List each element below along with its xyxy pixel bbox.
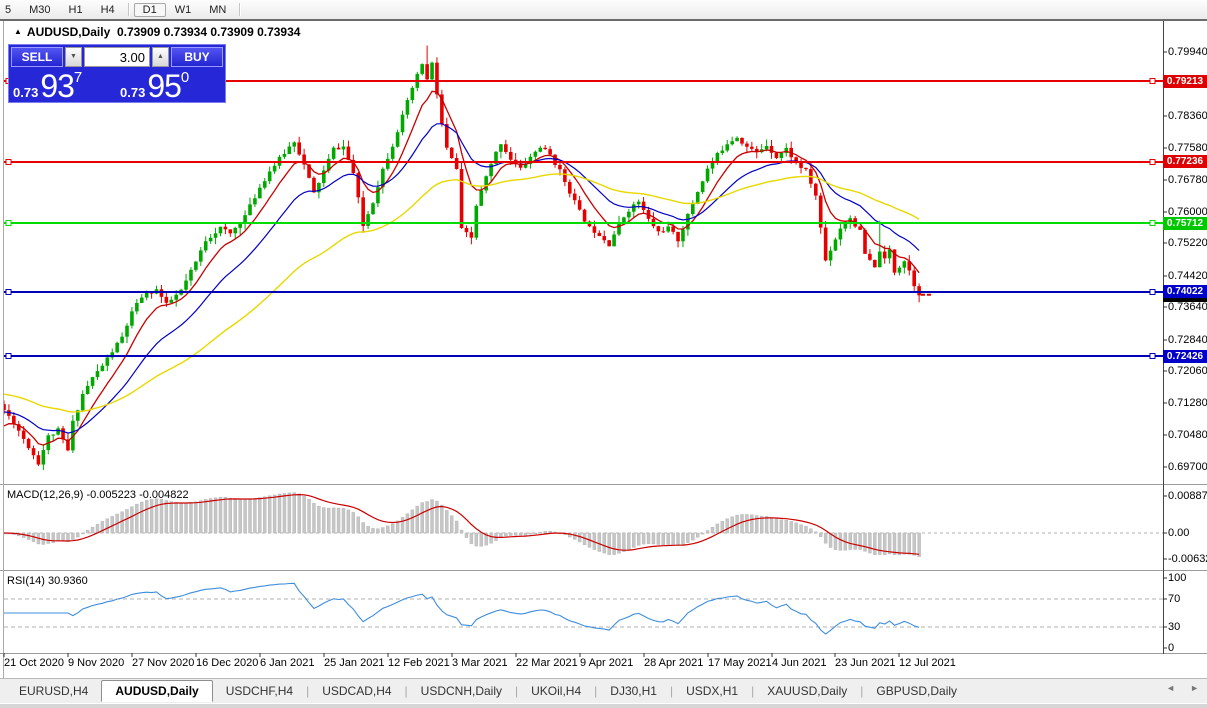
chart-title-text: AUDUSD,Daily 0.73909 0.73934 0.73909 0.7…: [26, 25, 301, 39]
timeframe-MN[interactable]: MN: [209, 3, 227, 16]
ma-fast-line: [4, 90, 920, 446]
sell-price-pip: 7: [73, 69, 83, 86]
axis-ticks: [3, 51, 1167, 657]
timeframe-5[interactable]: 5: [5, 3, 12, 16]
buy-button[interactable]: BUY: [171, 47, 223, 67]
horizontal-lines[interactable]: [4, 78, 1163, 359]
tab-separator: |: [751, 684, 755, 698]
chart-title: ▲ AUDUSD,Daily 0.73909 0.73934 0.73909 0.…: [14, 25, 300, 39]
sell-price-big: 93: [40, 68, 75, 104]
ma-slow-line: [4, 173, 920, 413]
chart-tab-DJ30-H1[interactable]: DJ30,H1: [610, 684, 657, 698]
toolbar-separator: [239, 3, 242, 16]
tab-separator: |: [515, 684, 519, 698]
timeframe-toolbar: 5 M30 H1 H4 D1 W1 MN: [0, 0, 1207, 19]
chart-tab-UKOil-H4[interactable]: UKOil,H4: [531, 684, 582, 698]
timeframe-M30[interactable]: M30: [29, 3, 51, 16]
chart-tab-bar: EURUSD,H4 AUDUSD,Daily USDCHF,H4 | USDCAD,H4…: [0, 678, 1207, 703]
panel-frames: [0, 21, 1207, 678]
macd-signal-line: [4, 493, 920, 555]
tab-separator: |: [306, 684, 310, 698]
tabs-scroll-left-icon[interactable]: ◄: [1166, 683, 1176, 693]
chart-tab-USDX-H1[interactable]: USDX,H1: [686, 684, 739, 698]
buy-price-big: 95: [147, 68, 182, 104]
tab-scroll-nav: ◄ ►: [1166, 683, 1199, 693]
sell-button[interactable]: SELL: [11, 47, 63, 67]
volume-decrease-button[interactable]: ▼: [65, 47, 82, 67]
toolbar-separator: [127, 3, 130, 16]
tab-separator: |: [404, 684, 408, 698]
hline-handle[interactable]: [1149, 353, 1156, 359]
hline-handle[interactable]: [5, 220, 12, 226]
chart-tab-USDCAD-H4[interactable]: USDCAD,H4: [322, 684, 392, 698]
one-click-trading-panel: SELL ▼ ▲ BUY 0.73 93 7 0.73 95 0: [8, 44, 226, 103]
collapse-chart-icon[interactable]: ▲: [14, 27, 22, 36]
hline-handle[interactable]: [1149, 289, 1156, 295]
ma-medium-line: [4, 123, 920, 434]
tab-separator: |: [669, 684, 674, 698]
hline-handle[interactable]: [1149, 159, 1156, 165]
sell-price-button[interactable]: 0.73 93 7: [11, 68, 116, 104]
tab-separator: |: [860, 684, 864, 698]
status-strip: [0, 703, 1207, 708]
timeframe-D1[interactable]: D1: [133, 2, 166, 17]
chart-tab-XAUUSD-Daily[interactable]: XAUUSD,Daily: [767, 684, 848, 698]
buy-price-pip: 0: [180, 69, 190, 86]
tabs-scroll-right-icon[interactable]: ►: [1190, 683, 1199, 693]
chart-tab-AUDUSD-Daily[interactable]: AUDUSD,Daily: [101, 680, 213, 702]
hline-handle[interactable]: [5, 289, 12, 295]
hline-handle[interactable]: [5, 159, 12, 165]
volume-increase-button[interactable]: ▲: [152, 47, 169, 67]
hline-handle[interactable]: [1149, 220, 1156, 226]
chart-tab-USDCNH-Daily[interactable]: USDCNH,Daily: [420, 684, 503, 698]
macd-indicator: [4, 492, 1163, 557]
toolbar-bottom-rule: [0, 19, 1207, 21]
timeframe-H4[interactable]: H4: [100, 3, 115, 16]
volume-input[interactable]: [84, 47, 150, 67]
chart-tab-USDCHF-H4[interactable]: USDCHF,H4: [225, 684, 294, 698]
buy-price-prefix: 0.73: [120, 85, 146, 100]
hline-handle[interactable]: [1149, 78, 1156, 84]
chart-tab-EURUSD-H4[interactable]: EURUSD,H4: [19, 684, 89, 698]
sell-price-prefix: 0.73: [13, 85, 39, 100]
chart-tab-GBPUSD-Daily[interactable]: GBPUSD,Daily: [876, 684, 958, 698]
timeframe-W1[interactable]: W1: [174, 3, 192, 16]
candlestick-series: [4, 45, 921, 471]
buy-price-button[interactable]: 0.73 95 0: [118, 68, 223, 104]
timeframe-H1[interactable]: H1: [68, 3, 83, 16]
tab-separator: |: [594, 684, 598, 698]
rsi-indicator: [4, 582, 1163, 635]
hline-handle[interactable]: [5, 353, 12, 359]
rsi-line: [4, 582, 920, 635]
